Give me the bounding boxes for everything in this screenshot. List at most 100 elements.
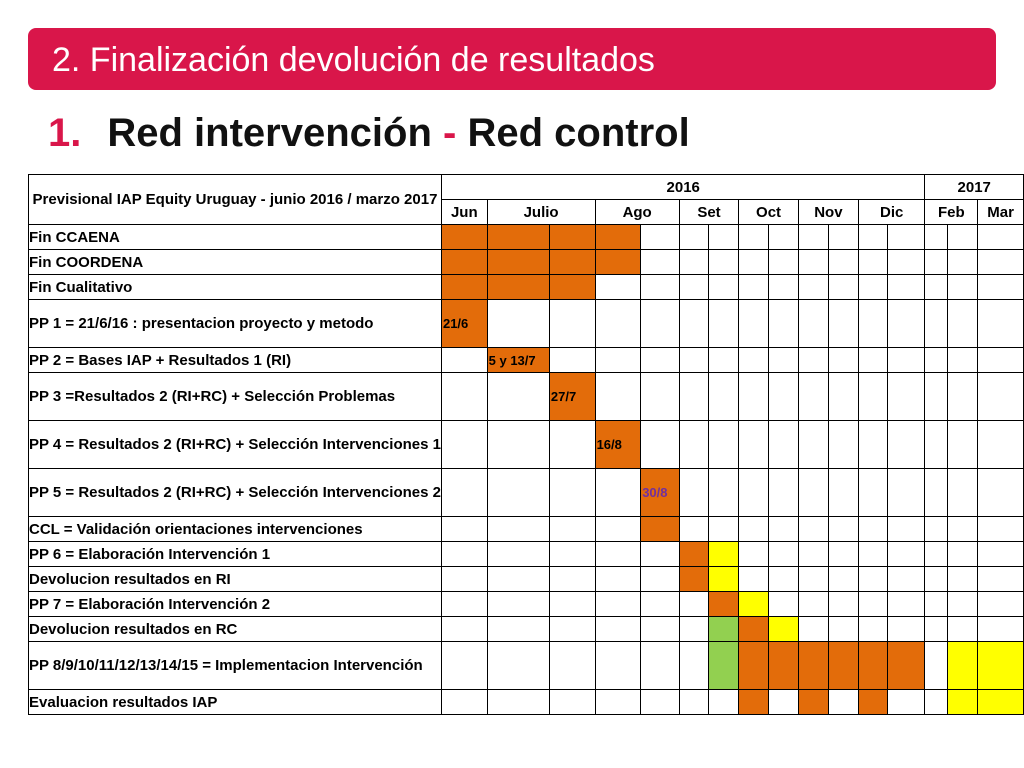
gantt-cell: [594, 689, 642, 715]
gantt-cell: [924, 516, 949, 542]
gantt-cell: [678, 516, 710, 542]
gantt-cell: [797, 372, 829, 421]
gantt-cell: [486, 641, 550, 690]
gantt-cell: [768, 516, 799, 542]
gantt-cell: [640, 372, 680, 421]
activity-label: Devolucion resultados en RC: [28, 616, 442, 642]
gantt-cell: [738, 420, 770, 469]
month-set: Set: [678, 199, 740, 225]
gantt-cell: [924, 249, 949, 275]
gantt-cell: [887, 274, 926, 300]
gantt-cell: [594, 372, 642, 421]
gantt-cell: [678, 641, 710, 690]
gantt-cell: [486, 616, 550, 642]
gantt-cell: [708, 224, 740, 250]
gantt-cell: [640, 516, 680, 542]
gantt-cell: [887, 641, 926, 690]
gantt-cell: [924, 372, 949, 421]
gantt-cell: [857, 249, 889, 275]
gantt-cell: [486, 566, 550, 592]
gantt-cell: [797, 641, 829, 690]
gantt-cell: [827, 420, 859, 469]
gantt-cell: [924, 689, 949, 715]
gantt-cell: [486, 468, 550, 517]
table-row: PP 8/9/10/11/12/13/14/15 = Implementacio…: [28, 641, 1024, 690]
gantt-cell: [738, 641, 770, 690]
gantt-cell: [947, 541, 979, 567]
activity-label: CCL = Validación orientaciones intervenc…: [28, 516, 442, 542]
activity-label: Fin COORDENA: [28, 249, 442, 275]
gantt-cell: [857, 541, 889, 567]
gantt-cell: [857, 224, 889, 250]
gantt-cell: [440, 689, 488, 715]
gantt-cell: [640, 591, 680, 617]
gantt-cell: [440, 347, 488, 373]
gantt-cell: [947, 591, 979, 617]
gantt-cell: [947, 224, 979, 250]
gantt-cell: [440, 249, 488, 275]
gantt-cell: [640, 566, 680, 592]
gantt-cell: [857, 516, 889, 542]
gantt-cell: [678, 347, 710, 373]
gantt-cell: [924, 347, 949, 373]
gantt-cell: [768, 420, 799, 469]
gantt-cell: [486, 274, 550, 300]
gantt-cell: [440, 541, 488, 567]
gantt-cell: [768, 299, 799, 348]
gantt-cell: [947, 372, 979, 421]
month-jun: Jun: [440, 199, 488, 225]
gantt-cell: [857, 641, 889, 690]
gantt-cell: [678, 420, 710, 469]
gantt-cell: [857, 420, 889, 469]
activity-label: PP 2 = Bases IAP + Resultados 1 (RI): [28, 347, 442, 373]
gantt-cell: [924, 468, 949, 517]
gantt-cell: [738, 249, 770, 275]
gantt-cell: [827, 641, 859, 690]
gantt-cell: [738, 541, 770, 567]
gantt-cell: [857, 591, 889, 617]
gantt-cell: [548, 420, 596, 469]
gantt-cell: [827, 516, 859, 542]
gantt-cell: [708, 274, 740, 300]
gantt-cell: [708, 566, 740, 592]
gantt-cell: 27/7: [548, 372, 596, 421]
gantt-cell: [827, 566, 859, 592]
gantt-cell: [678, 224, 710, 250]
gantt-cell: [797, 299, 829, 348]
gantt-cell: [887, 420, 926, 469]
month-oct: Oct: [738, 199, 799, 225]
gantt-cell: [977, 516, 1024, 542]
gantt-cell: [947, 299, 979, 348]
gantt-cell: [678, 249, 710, 275]
milestone-date-label: 21/6: [442, 316, 469, 331]
gantt-cell: [708, 541, 740, 567]
table-row: CCL = Validación orientaciones intervenc…: [28, 516, 1024, 542]
gantt-cell: [827, 249, 859, 275]
gantt-cell: [797, 566, 829, 592]
gantt-table: Previsional IAP Equity Uruguay - junio 2…: [28, 174, 1024, 715]
gantt-cell: [977, 372, 1024, 421]
gantt-cell: [594, 347, 642, 373]
activity-label: PP 7 = Elaboración Intervención 2: [28, 591, 442, 617]
gantt-cell: [678, 468, 710, 517]
gantt-cell: [708, 299, 740, 348]
gantt-cell: [738, 372, 770, 421]
gantt-cell: [977, 249, 1024, 275]
gantt-cell: [768, 347, 799, 373]
gantt-cell: [768, 641, 799, 690]
gantt-cell: [594, 541, 642, 567]
gantt-cell: [857, 299, 889, 348]
table-row: Devolucion resultados en RI: [28, 566, 1024, 592]
gantt-cell: [887, 516, 926, 542]
gantt-cell: [797, 224, 829, 250]
table-row: PP 4 = Resultados 2 (RI+RC) + Selección …: [28, 420, 1024, 469]
gantt-cell: [768, 591, 799, 617]
activity-label: PP 8/9/10/11/12/13/14/15 = Implementacio…: [28, 641, 442, 690]
gantt-cell: [486, 541, 550, 567]
gantt-cell: 5 y 13/7: [486, 347, 550, 373]
gantt-cell: [857, 689, 889, 715]
gantt-cell: [887, 616, 926, 642]
gantt-cell: [738, 616, 770, 642]
gantt-cell: [708, 468, 740, 517]
gantt-cell: [768, 616, 799, 642]
